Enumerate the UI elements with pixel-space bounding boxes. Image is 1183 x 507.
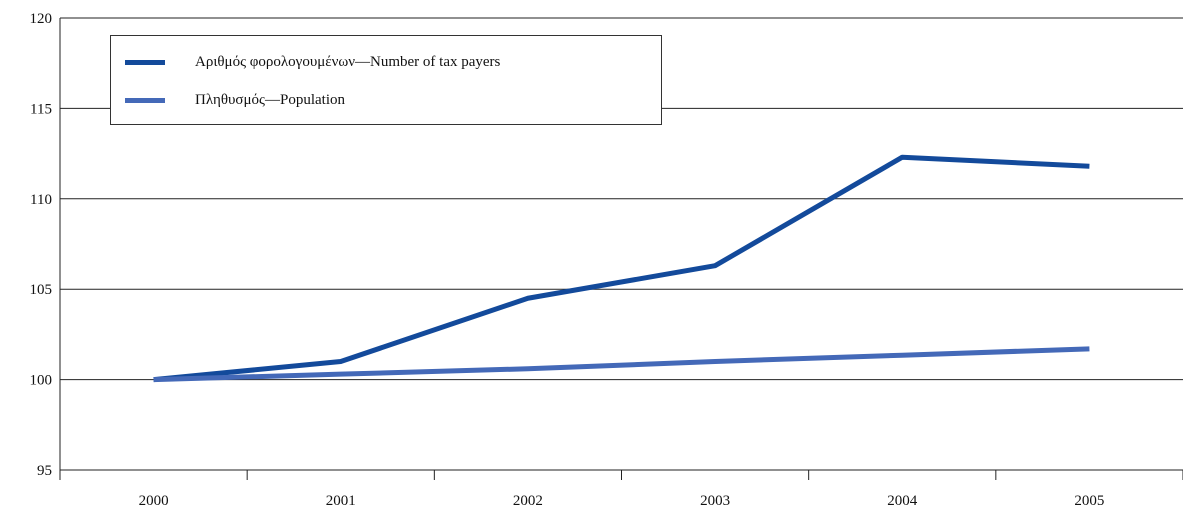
axis-layer bbox=[59, 18, 1183, 480]
x-tick-label: 2004 bbox=[887, 493, 918, 507]
x-tick-label: 2000 bbox=[139, 493, 169, 507]
legend-swatch-tax-payers bbox=[125, 59, 165, 65]
y-tick-label: 110 bbox=[30, 192, 52, 208]
y-tick-label: 100 bbox=[30, 373, 53, 389]
legend-swatch-population bbox=[125, 97, 165, 103]
y-tick-label: 105 bbox=[30, 282, 53, 298]
x-tick-label: 2005 bbox=[1074, 493, 1104, 507]
legend-item-population: Πληθυσμός—Population bbox=[125, 90, 345, 110]
series-line-0 bbox=[153, 154, 1090, 383]
x-tick-label: 2001 bbox=[326, 493, 356, 507]
legend-label-population: Πληθυσμός—Population bbox=[195, 91, 345, 108]
legend-label-tax-payers: Αριθμός φορολογουμένων—Number of tax pay… bbox=[195, 53, 501, 70]
chart-legend: Αριθμός φορολογουμένων—Number of tax pay… bbox=[110, 35, 662, 125]
y-tick-label: 95 bbox=[37, 463, 52, 479]
y-tick-label: 115 bbox=[30, 101, 52, 117]
legend-item-tax-payers: Αριθμός φορολογουμένων—Number of tax pay… bbox=[125, 52, 500, 72]
series-line-1 bbox=[153, 346, 1090, 383]
label-layer: 95 100 105 110 115 120 2000 2001 2002 2003 2004 200… bbox=[30, 11, 1105, 507]
x-tick-label: 2002 bbox=[513, 493, 543, 507]
y-tick-label: 120 bbox=[30, 11, 53, 27]
x-tick-label: 2003 bbox=[700, 493, 730, 507]
series-layer bbox=[153, 154, 1090, 383]
